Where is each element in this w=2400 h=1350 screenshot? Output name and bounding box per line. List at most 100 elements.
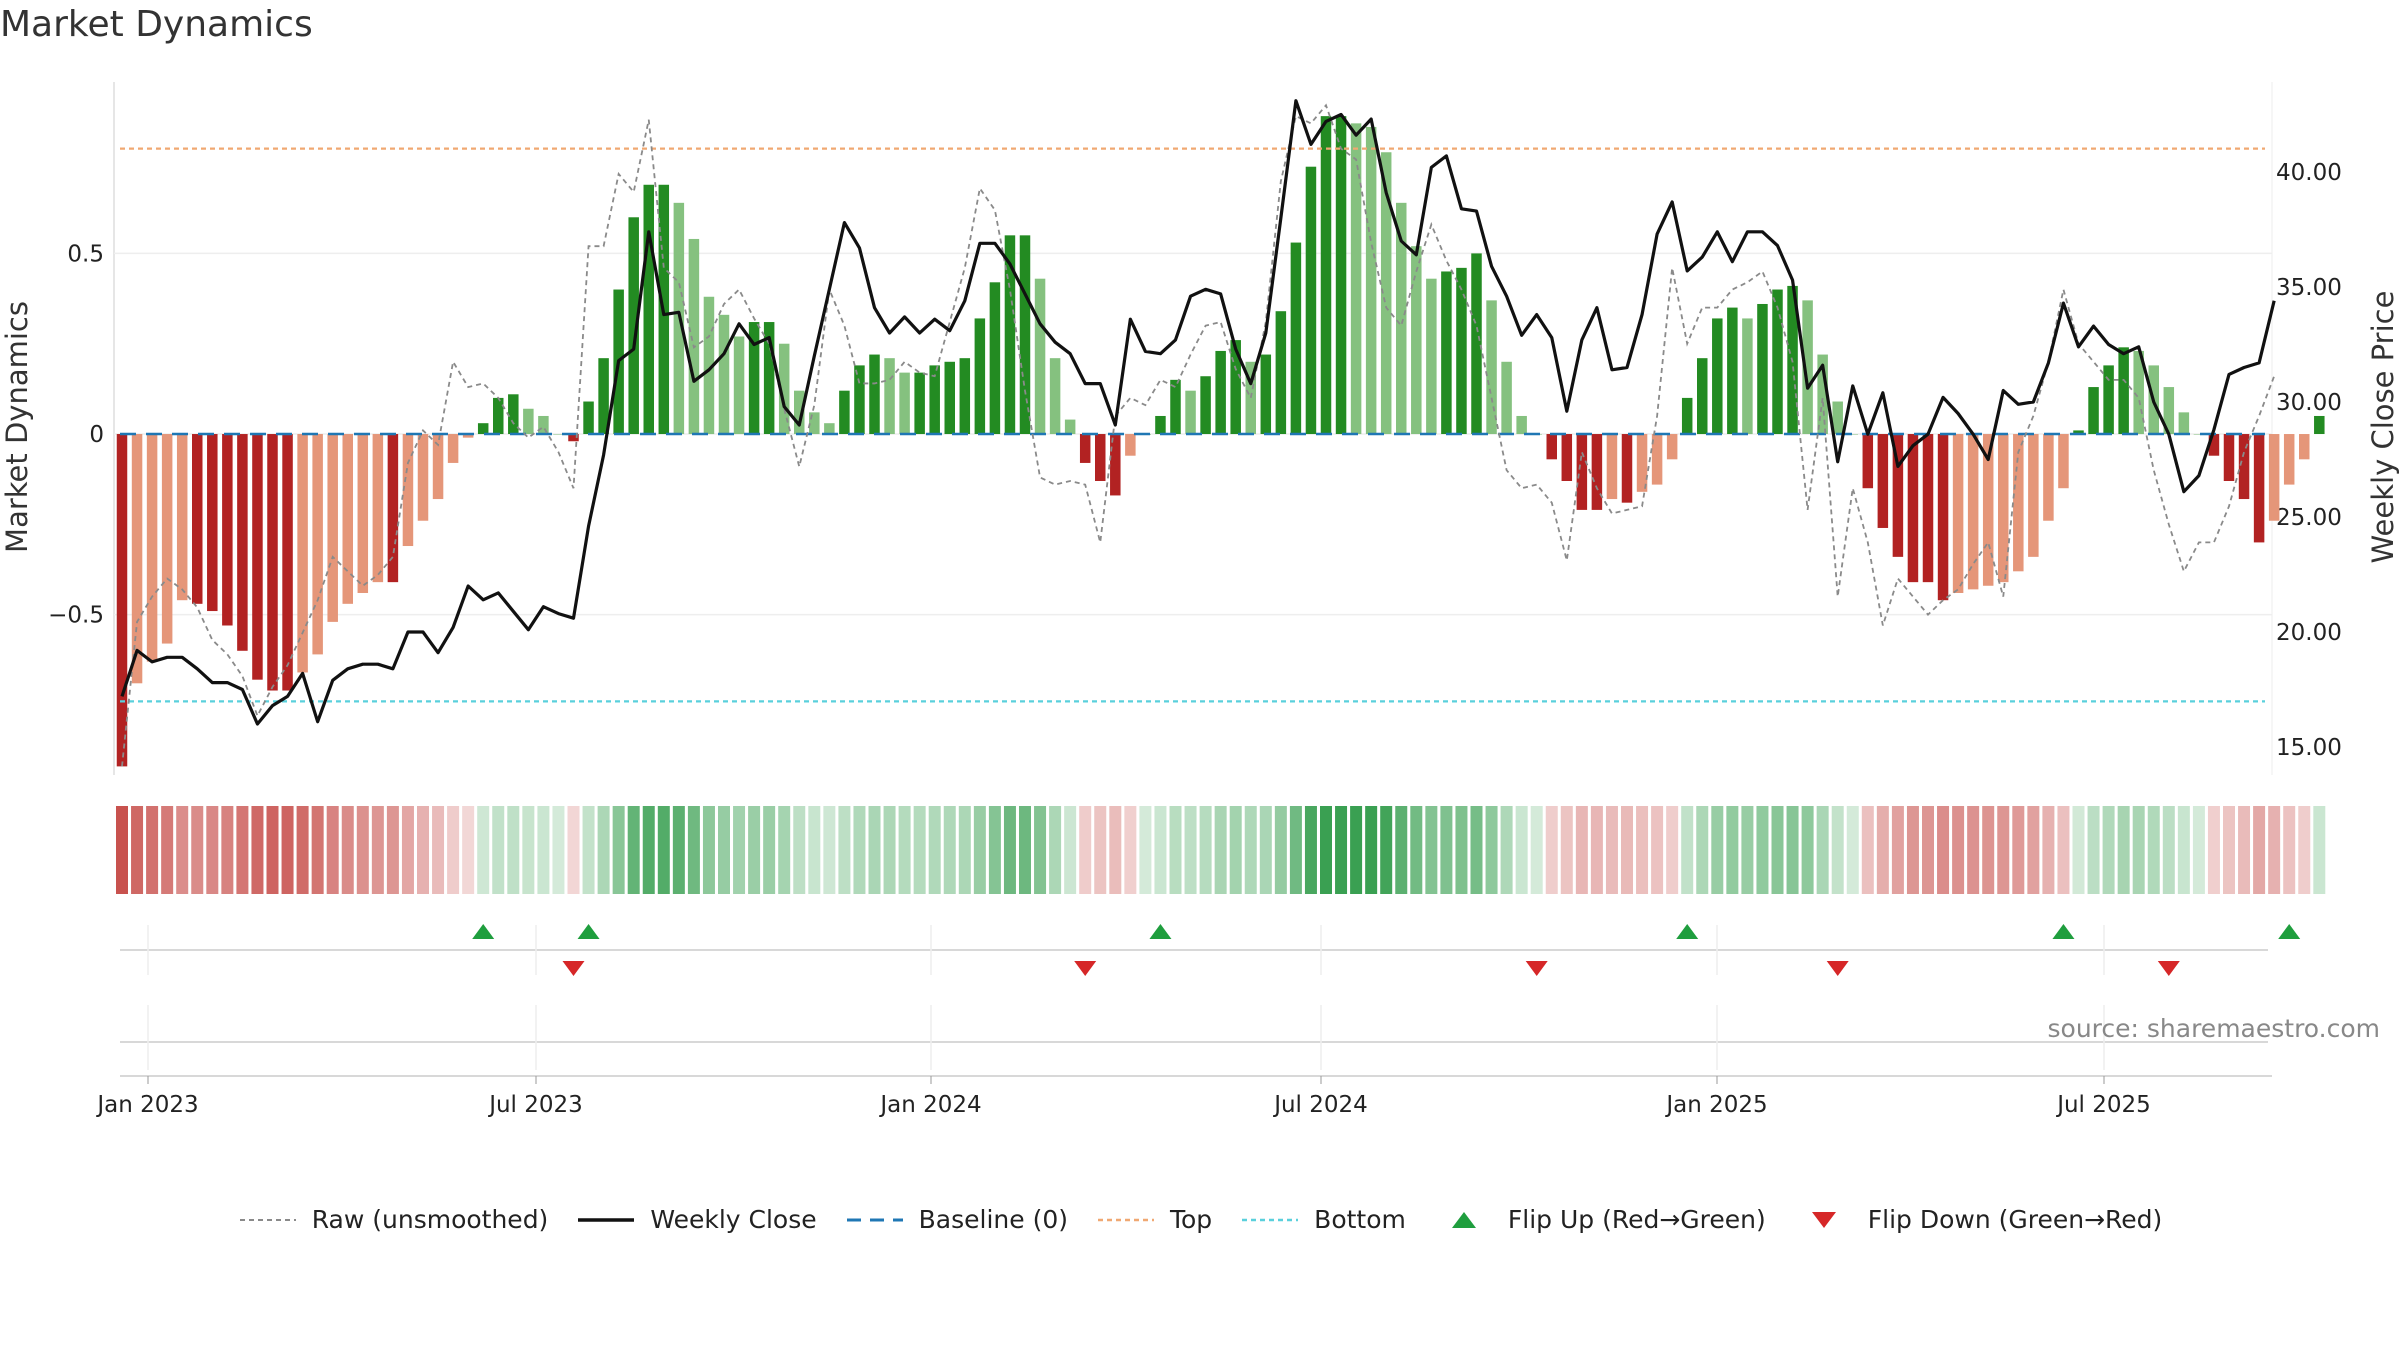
dynamics-bar bbox=[1185, 390, 1196, 435]
heat-strip-cell bbox=[2192, 806, 2205, 894]
dynamics-bar bbox=[854, 365, 865, 435]
heat-strip-cell bbox=[1726, 806, 1739, 894]
heat-strip-cell bbox=[1756, 806, 1769, 894]
dynamics-bar bbox=[2118, 347, 2129, 435]
dynamics-bar bbox=[1320, 116, 1332, 435]
dynamics-bar bbox=[2073, 430, 2084, 435]
dynamics-bar bbox=[884, 358, 895, 435]
dynamics-bar bbox=[1681, 397, 1693, 435]
heat-strip-cell bbox=[1425, 806, 1438, 894]
dynamics-bar bbox=[1832, 401, 1843, 435]
left-tick-label: 0 bbox=[89, 422, 104, 448]
heat-strip-cell bbox=[868, 806, 881, 894]
dynamics-bar bbox=[1110, 434, 1121, 496]
heat-strip-cell bbox=[1485, 806, 1498, 894]
dynamics-bar bbox=[583, 401, 594, 435]
legend-swatch-shape bbox=[1811, 1211, 1836, 1228]
dynamics-bar bbox=[809, 412, 820, 435]
heat-strip-cell bbox=[808, 806, 821, 894]
heat-strip-cell bbox=[1846, 806, 1859, 894]
flip-down-marker bbox=[2157, 961, 2180, 976]
dynamics-bar bbox=[2178, 412, 2190, 435]
dynamics-bar bbox=[914, 372, 925, 435]
heat-strip-cell bbox=[116, 806, 128, 894]
heat-strip-cell bbox=[2162, 806, 2175, 894]
heat-strip-cell bbox=[2057, 806, 2070, 894]
flip-up-marker bbox=[2278, 924, 2301, 939]
heat-strip-cell bbox=[1094, 806, 1107, 894]
dynamics-bar bbox=[628, 217, 639, 435]
dynamics-bar bbox=[1742, 318, 1753, 435]
heat-strip-cell bbox=[296, 806, 309, 894]
dynamics-bar bbox=[222, 434, 233, 626]
legend-swatch-flip_up bbox=[1451, 1211, 1476, 1228]
dynamics-bar bbox=[1847, 434, 1858, 435]
legend-label: Weekly Close bbox=[650, 1205, 817, 1234]
weekly-close-line bbox=[120, 99, 2276, 726]
dynamics-bar bbox=[1998, 434, 2009, 583]
dynamics-bar bbox=[1862, 434, 1874, 489]
heat-strip-cell bbox=[597, 806, 610, 894]
heat-strip-cell bbox=[1711, 806, 1724, 894]
dynamics-bar bbox=[2058, 434, 2069, 489]
x-tick-label: Jan 2023 bbox=[95, 1092, 198, 1118]
dynamics-bar bbox=[2103, 365, 2114, 435]
dynamics-bar bbox=[763, 322, 775, 435]
heat-strip-cell bbox=[326, 806, 339, 894]
legend-swatch-raw bbox=[239, 1218, 296, 1221]
dynamics-bar bbox=[1034, 278, 1046, 435]
heat-strip-cell bbox=[1997, 806, 2010, 894]
heat-strip-cell bbox=[432, 806, 445, 894]
dynamics-bar bbox=[1380, 152, 1392, 435]
heat-strip-cell bbox=[1545, 806, 1558, 894]
dynamics-bar bbox=[2223, 434, 2235, 481]
heat-strip-cell bbox=[1816, 806, 1829, 894]
dynamics-bar bbox=[1651, 434, 1663, 485]
dynamics-bar bbox=[1426, 278, 1437, 435]
heat-strip-cell bbox=[462, 806, 475, 894]
dynamics-bar bbox=[2238, 434, 2250, 500]
heat-strip-cell bbox=[386, 806, 399, 894]
heat-strip-cell bbox=[1289, 806, 1302, 894]
dynamics-bar bbox=[402, 434, 414, 547]
heat-strip-cell bbox=[251, 806, 264, 894]
heat-strip-cell bbox=[1605, 806, 1618, 894]
dynamics-bar bbox=[1230, 340, 1241, 435]
heat-strip-cell bbox=[1049, 806, 1062, 894]
heat-strip-cell bbox=[2253, 806, 2266, 894]
heat-strip-cell bbox=[2012, 806, 2025, 894]
heat-strip-cell bbox=[958, 806, 971, 894]
dynamics-bar bbox=[116, 434, 128, 767]
right-tick-label: 35.00 bbox=[2276, 275, 2342, 301]
heat-strip-cell bbox=[1169, 806, 1182, 894]
heat-strip-cell bbox=[733, 806, 746, 894]
x-tick-label: Jul 2025 bbox=[2055, 1092, 2151, 1118]
dynamics-bar bbox=[1335, 116, 1347, 435]
dynamics-bar bbox=[146, 434, 158, 662]
flip-down-marker bbox=[1074, 961, 1097, 976]
heat-strip-cell bbox=[2087, 806, 2100, 894]
legend-item-baseline: Baseline (0) bbox=[845, 1205, 1068, 1234]
heat-strip-cell bbox=[1891, 806, 1904, 894]
flip-up-marker bbox=[1149, 924, 1172, 939]
legend: Raw (unsmoothed) Weekly Close Baseline (0)… bbox=[0, 1205, 2400, 1234]
heat-strip-cell bbox=[221, 806, 234, 894]
dynamics-bar bbox=[1817, 354, 1828, 435]
dynamics-bar bbox=[297, 434, 308, 673]
dynamics-bar bbox=[1922, 434, 1934, 583]
heat-strip-cell bbox=[913, 806, 926, 894]
dynamics-bar bbox=[1290, 242, 1302, 435]
heat-strip-cell bbox=[1831, 806, 1844, 894]
heat-strip-cell bbox=[1967, 806, 1980, 894]
flip-up-marker bbox=[2052, 924, 2075, 939]
heat-strip-cell bbox=[928, 806, 941, 894]
dynamics-bar bbox=[1350, 123, 1362, 435]
heat-strip-cell bbox=[341, 806, 354, 894]
heat-strip-cell bbox=[1019, 806, 1031, 894]
dynamics-bar bbox=[1697, 358, 1708, 435]
dynamics-bar bbox=[493, 397, 504, 435]
heat-strip-cell bbox=[1696, 806, 1709, 894]
dynamics-bar bbox=[703, 296, 715, 435]
heat-strip-cell bbox=[2313, 806, 2326, 894]
dynamics-bar bbox=[1952, 434, 1964, 593]
